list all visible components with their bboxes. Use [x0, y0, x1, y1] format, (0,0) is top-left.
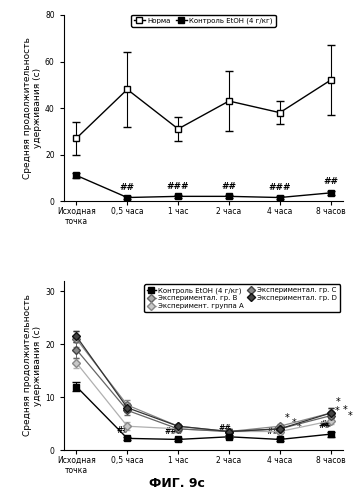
Text: ##: ##	[222, 182, 236, 191]
Text: *: *	[297, 422, 302, 432]
Text: ##: ##	[318, 422, 331, 430]
Text: *: *	[343, 405, 347, 415]
Text: ФИГ. 9с: ФИГ. 9с	[149, 477, 205, 490]
Text: ##: ##	[323, 178, 338, 186]
Legend: Контроль EtOH (4 г/кг), Экспериментал. гр. B, Эксперимент. группа A, Эксперимент: Контроль EtOH (4 г/кг), Экспериментал. г…	[144, 284, 340, 312]
Text: *: *	[292, 418, 296, 428]
Text: ##: ##	[117, 426, 130, 434]
Y-axis label: Средняя продолжительность
удерживания (с): Средняя продолжительность удерживания (с…	[23, 37, 42, 179]
Text: ##: ##	[320, 420, 333, 430]
Y-axis label: Средняя продолжительность
удерживания (с): Средняя продолжительность удерживания (с…	[23, 294, 42, 436]
Text: ###: ###	[167, 182, 189, 191]
Text: *: *	[335, 406, 339, 416]
Text: *: *	[285, 412, 290, 422]
Text: *: *	[336, 396, 341, 406]
Text: ##: ##	[120, 183, 135, 192]
Text: ###: ###	[165, 426, 184, 436]
Text: ##: ##	[218, 424, 231, 433]
Text: ###: ###	[266, 426, 285, 436]
Text: ###: ###	[269, 183, 291, 192]
Legend: Норма, Контроль EtOH (4 г/кг): Норма, Контроль EtOH (4 г/кг)	[131, 15, 276, 27]
Text: *: *	[348, 412, 352, 422]
